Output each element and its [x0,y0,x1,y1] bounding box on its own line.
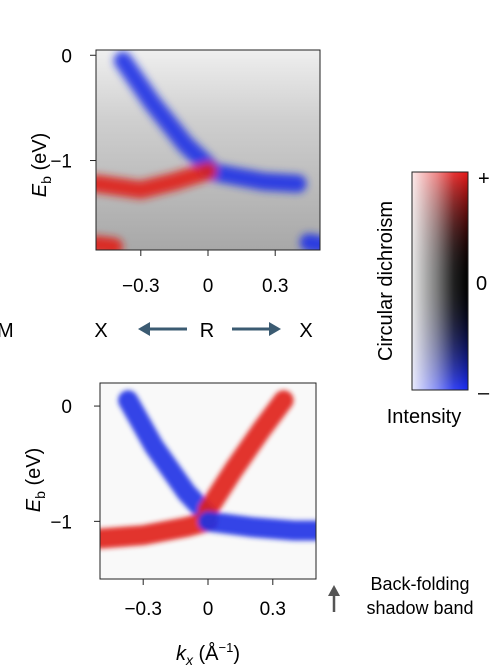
colorbar-label: Circular dichroism [375,201,397,361]
x-tick-label: 0.3 [262,276,288,297]
arrow-left-icon [138,322,187,336]
top-y-ticks: 0 −1 [50,46,96,173]
path-label-x-left: X [94,320,107,342]
band-blue-0 [118,390,218,526]
band-blue-0 [113,51,217,175]
bottom-x-axis-label: kx (Å−1) [176,640,240,668]
y-tick-label: −1 [50,512,72,533]
band-red-3 [96,235,123,250]
x-tick-label: −0.3 [124,599,162,620]
colorbar-frame [411,171,469,391]
bottom-panel: −0.3 0 0.3 0 −1 Eb (eV) kx (Å−1) Back-foldi… [23,382,474,668]
band-blue-1 [199,162,307,193]
path-label-x-right: X [299,320,312,342]
arrow-right-icon [232,322,281,336]
y-tick-label: −1 [50,152,72,173]
band-red-2 [96,162,217,199]
band-blue-4 [299,233,320,250]
colorbar-x-label: Intensity [387,406,461,428]
colorbar-tick-zero: 0 [476,273,487,295]
top-bands [96,51,320,250]
y-tick-label: 0 [61,46,72,67]
top-y-axis-label: Eb (eV) [29,133,54,197]
band-red-1 [198,390,294,520]
x-tick-label: −0.3 [122,276,160,297]
colorbar: Circular dichroism Intensity + 0 – [375,168,490,428]
y-tick-label: 0 [61,397,72,418]
x-tick-label: 0 [203,276,214,297]
annotation-line-1: Back-folding [370,574,469,594]
bottom-y-axis-label: Eb (eV) [23,448,48,512]
bottom-x-ticks: −0.3 0 0.3 [124,579,286,620]
top-panel: −0.3 0 0.3 0 −1 Eb (eV) M X R X [0,46,321,342]
path-label-r: R [200,320,214,342]
x-tick-label: 0 [203,599,214,620]
path-label-m: M [0,320,14,342]
band-red-2 [100,511,218,549]
x-tick-label: 0.3 [260,599,286,620]
colorbar-tick-plus: + [478,168,490,190]
top-x-ticks: −0.3 0 0.3 [122,250,288,297]
colorbar-dichroism-overlay [412,172,468,390]
colorbar-tick-minus: – [478,382,490,404]
bottom-bands [100,390,316,549]
bottom-y-ticks: 0 −1 [50,397,100,533]
annotation-line-2: shadow band [366,598,473,618]
up-arrow-icon [328,585,340,612]
band-blue-3 [198,511,316,541]
